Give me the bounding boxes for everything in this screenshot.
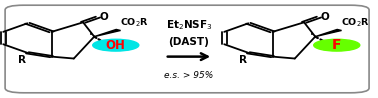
Text: •: • xyxy=(89,32,93,38)
Circle shape xyxy=(93,39,139,51)
Text: e.s. > 95%: e.s. > 95% xyxy=(164,71,214,80)
FancyBboxPatch shape xyxy=(5,5,369,93)
Text: OH: OH xyxy=(106,39,126,52)
Text: O: O xyxy=(100,12,108,22)
Polygon shape xyxy=(315,29,342,37)
Text: R: R xyxy=(239,55,247,65)
Circle shape xyxy=(314,39,360,51)
Text: O: O xyxy=(321,12,330,22)
Text: (DAST): (DAST) xyxy=(169,37,209,47)
Text: CO$_2$R: CO$_2$R xyxy=(120,17,149,29)
Text: Et$_2$NSF$_3$: Et$_2$NSF$_3$ xyxy=(166,18,212,32)
Text: R: R xyxy=(18,55,26,65)
Polygon shape xyxy=(94,29,121,37)
Text: •: • xyxy=(310,32,314,38)
Text: F: F xyxy=(332,38,341,52)
Text: CO$_2$R: CO$_2$R xyxy=(341,17,370,29)
